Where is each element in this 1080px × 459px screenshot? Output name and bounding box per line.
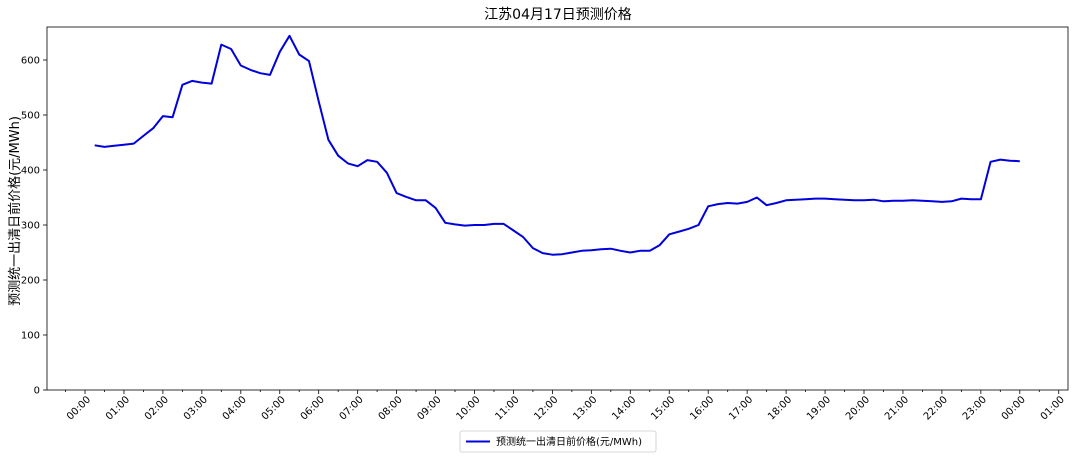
x-tick-label: 01:00 (104, 394, 132, 422)
x-tick-label: 01:00 (1039, 394, 1067, 422)
y-axis-label: 预测统一出清日前价格(元/MWh) (7, 116, 23, 306)
y-tick-label: 600 (21, 56, 40, 67)
y-axis-ticks: 0 100 200 300 400 500 600 (21, 56, 47, 397)
x-axis-ticks: 00:00 01:00 02:00 03:00 04:00 05:00 06:00 07:00… (65, 390, 1067, 423)
x-tick-label: 16:00 (688, 394, 716, 422)
x-tick-label: 07:00 (338, 394, 366, 422)
chart-title: 江苏04月17日预测价格 (484, 7, 632, 23)
x-tick-label: 00:00 (65, 394, 93, 422)
x-tick-label: 13:00 (571, 394, 599, 422)
x-tick-label: 19:00 (805, 394, 833, 422)
x-tick-label: 17:00 (727, 394, 755, 422)
x-tick-label: 21:00 (883, 394, 911, 422)
y-tick-label: 400 (21, 166, 40, 177)
x-tick-label: 05:00 (260, 394, 288, 422)
x-tick-label: 11:00 (493, 394, 521, 422)
x-tick-label: 14:00 (610, 394, 638, 422)
x-tick-label: 12:00 (532, 394, 560, 422)
y-tick-label: 500 (21, 111, 40, 122)
legend-box (459, 430, 657, 453)
x-tick-label: 09:00 (416, 394, 444, 422)
x-tick-label: 22:00 (922, 394, 950, 422)
plot-area-frame (46, 26, 1069, 391)
x-tick-label: 10:00 (454, 394, 482, 422)
y-tick-label: 100 (21, 331, 40, 342)
legend: 预测统一出清日前价格(元/MWh) (459, 430, 657, 453)
y-tick-label: 300 (21, 221, 40, 232)
x-tick-label: 15:00 (649, 394, 677, 422)
series-lines (94, 34, 1020, 256)
y-tick-label: 0 (34, 386, 40, 397)
x-tick-label: 18:00 (766, 394, 794, 422)
x-tick-label: 08:00 (377, 394, 405, 422)
y-tick-label: 200 (21, 276, 40, 287)
x-tick-label: 00:00 (1000, 394, 1028, 422)
x-tick-label: 03:00 (182, 394, 210, 422)
x-tick-label: 20:00 (844, 394, 872, 422)
x-tick-label: 04:00 (221, 394, 249, 422)
x-tick-label: 23:00 (961, 394, 989, 422)
series-line (94, 34, 1020, 256)
x-tick-label: 06:00 (299, 394, 327, 422)
legend-label: 预测统一出清日前价格(元/MWh) (496, 435, 642, 448)
x-tick-label: 02:00 (143, 394, 171, 422)
